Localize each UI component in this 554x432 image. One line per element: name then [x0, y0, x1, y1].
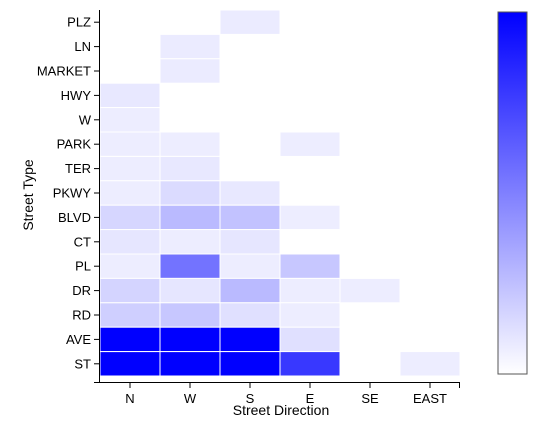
- heatmap-cell: [339, 277, 401, 304]
- heatmap-cell: [159, 277, 221, 304]
- heatmap-cell: [159, 302, 221, 328]
- heatmap-cell: [279, 204, 341, 231]
- heatmap-cell: [159, 180, 221, 206]
- y-tick-label: MARKET: [37, 64, 91, 79]
- heatmap-cells: [99, 9, 461, 377]
- heatmap-cell: [399, 351, 461, 377]
- heatmap-cell: [279, 131, 341, 157]
- y-tick-label: HWY: [61, 88, 92, 103]
- y-tick-label: PL: [75, 259, 91, 274]
- x-axis: N W S E SE EAST: [94, 382, 460, 406]
- y-tick-label: PKWY: [53, 186, 92, 201]
- y-tick-label: LN: [74, 39, 91, 54]
- heatmap-cell: [99, 82, 161, 109]
- y-tick-label: DR: [72, 283, 91, 298]
- y-axis-title: Street Type: [20, 159, 36, 231]
- y-tick-label: TER: [65, 161, 91, 176]
- heatmap-cell: [219, 229, 281, 255]
- heatmap-cell: [159, 131, 221, 157]
- heatmap-cell: [219, 9, 281, 35]
- heatmap-cell: [99, 155, 161, 182]
- x-tick-label: E: [306, 391, 315, 406]
- y-tick-label: ST: [74, 356, 91, 371]
- x-tick-label: SE: [361, 391, 379, 406]
- heatmap-cell: [99, 253, 161, 279]
- heatmap-cell: [219, 253, 281, 279]
- heatmap-cell: [159, 155, 221, 182]
- y-tick-label: RD: [72, 308, 91, 323]
- x-tick-label: N: [125, 391, 134, 406]
- heatmap-cell: [99, 204, 161, 231]
- color-legend-bar: [497, 11, 528, 375]
- y-tick-label: W: [79, 112, 92, 127]
- heatmap-cell: [99, 302, 161, 328]
- heatmap-cell: [279, 302, 341, 328]
- y-axis: PLZ LN MARKET HWY W PARK TER PKWY BLVD CT PL DR RD AV…: [37, 10, 100, 382]
- y-tick-label: PARK: [57, 137, 92, 152]
- heatmap-cell: [279, 277, 341, 304]
- y-tick-label: PLZ: [67, 15, 91, 30]
- heatmap-cell: [219, 302, 281, 328]
- heatmap-cell: [159, 326, 221, 353]
- x-tick-label: S: [246, 391, 255, 406]
- heatmap-cell: [219, 180, 281, 206]
- heatmap-cell: [219, 204, 281, 231]
- heatmap-cell: [159, 204, 221, 231]
- heatmap-cell: [159, 351, 221, 377]
- heatmap-cell: [279, 351, 341, 377]
- heatmap-cell: [219, 277, 281, 304]
- heatmap-cell: [279, 253, 341, 279]
- heatmap-cell: [99, 277, 161, 304]
- x-tick-label: EAST: [413, 391, 447, 406]
- heatmap-cell: [99, 131, 161, 157]
- heatmap-cell: [219, 351, 281, 377]
- heatmap-cell: [219, 326, 281, 353]
- heatmap-cell: [279, 326, 341, 353]
- heatmap-cell: [159, 229, 221, 255]
- heatmap-cell: [99, 180, 161, 206]
- y-tick-label: AVE: [66, 332, 91, 347]
- x-tick-label: W: [184, 391, 197, 406]
- heatmap-cell: [99, 326, 161, 353]
- heatmap-cell: [99, 229, 161, 255]
- heatmap-cell: [159, 33, 221, 60]
- heatmap-cell: [99, 351, 161, 377]
- y-tick-label: BLVD: [58, 210, 91, 225]
- x-axis-title: Street Direction: [233, 402, 329, 418]
- heatmap-cell: [99, 107, 161, 133]
- heatmap-cell: [159, 58, 221, 84]
- y-tick-label: CT: [74, 234, 91, 249]
- heatmap-cell: [159, 253, 221, 279]
